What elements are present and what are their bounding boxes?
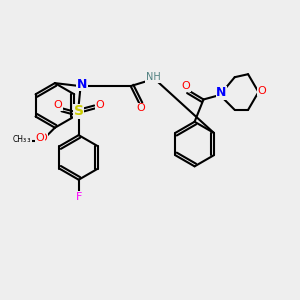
Text: O: O: [39, 133, 47, 143]
Text: O: O: [95, 100, 104, 110]
Text: S: S: [74, 104, 84, 118]
Text: O: O: [257, 85, 266, 96]
Text: O: O: [36, 133, 44, 142]
Text: N: N: [216, 86, 226, 99]
Text: O: O: [181, 81, 190, 91]
Text: CH₃: CH₃: [12, 135, 26, 144]
Text: O: O: [137, 103, 146, 113]
Text: CH₃: CH₃: [16, 135, 32, 144]
Text: N: N: [77, 77, 87, 91]
Text: NH: NH: [146, 72, 160, 82]
Text: O: O: [53, 100, 62, 110]
Text: F: F: [76, 192, 82, 202]
